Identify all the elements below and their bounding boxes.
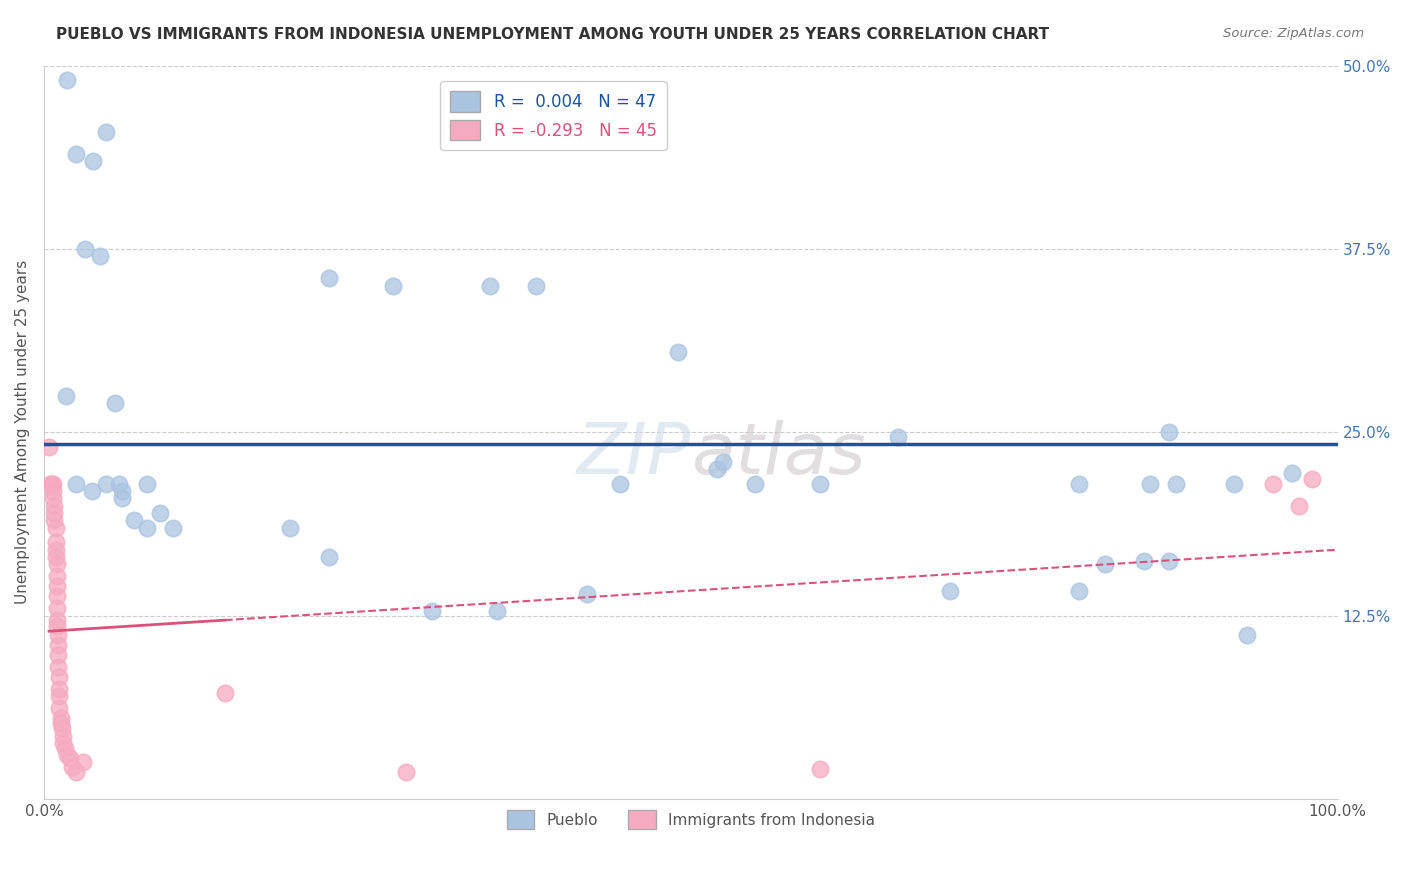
Point bbox=[44, 535, 66, 549]
Text: atlas: atlas bbox=[690, 420, 865, 489]
Point bbox=[55, 388, 77, 402]
Point bbox=[60, 759, 83, 773]
Point bbox=[46, 638, 69, 652]
Point bbox=[524, 278, 547, 293]
Point bbox=[711, 454, 734, 468]
Point bbox=[1159, 425, 1181, 440]
Point bbox=[41, 476, 63, 491]
Point bbox=[1164, 476, 1187, 491]
Legend: Pueblo, Immigrants from Indonesia: Pueblo, Immigrants from Indonesia bbox=[501, 805, 882, 835]
Point bbox=[382, 278, 405, 293]
Point bbox=[278, 520, 301, 534]
Point bbox=[42, 476, 65, 491]
Point bbox=[46, 627, 69, 641]
Point bbox=[49, 711, 72, 725]
Point bbox=[1159, 554, 1181, 568]
Point bbox=[45, 590, 67, 604]
Point bbox=[75, 242, 97, 256]
Point bbox=[39, 476, 62, 491]
Point bbox=[1223, 476, 1246, 491]
Point bbox=[576, 586, 599, 600]
Point bbox=[1132, 554, 1154, 568]
Point bbox=[149, 506, 172, 520]
Point bbox=[48, 701, 70, 715]
Point bbox=[42, 483, 65, 498]
Point bbox=[395, 765, 418, 780]
Point bbox=[72, 755, 94, 769]
Point bbox=[42, 491, 65, 506]
Point bbox=[136, 476, 159, 491]
Point bbox=[48, 689, 70, 703]
Point bbox=[1301, 472, 1323, 486]
Text: ZIP: ZIP bbox=[576, 420, 690, 489]
Point bbox=[808, 763, 831, 777]
Point bbox=[110, 483, 132, 498]
Point bbox=[45, 613, 67, 627]
Point bbox=[420, 604, 443, 618]
Text: Source: ZipAtlas.com: Source: ZipAtlas.com bbox=[1223, 27, 1364, 40]
Point bbox=[82, 153, 104, 168]
Point bbox=[45, 601, 67, 615]
Point bbox=[56, 73, 79, 87]
Point bbox=[110, 491, 132, 506]
Point bbox=[318, 549, 340, 564]
Point bbox=[318, 271, 340, 285]
Point bbox=[51, 722, 73, 736]
Point bbox=[45, 619, 67, 633]
Point bbox=[706, 462, 728, 476]
Point bbox=[1288, 499, 1310, 513]
Point bbox=[44, 542, 66, 557]
Point bbox=[48, 670, 70, 684]
Point bbox=[44, 506, 66, 520]
Point bbox=[48, 681, 70, 696]
Point bbox=[46, 648, 69, 662]
Point bbox=[1139, 476, 1161, 491]
Point bbox=[214, 686, 236, 700]
Point bbox=[80, 483, 103, 498]
Point bbox=[46, 660, 69, 674]
Point bbox=[65, 146, 87, 161]
Point bbox=[44, 513, 66, 527]
Point bbox=[124, 513, 146, 527]
Point bbox=[1236, 627, 1258, 641]
Point bbox=[65, 476, 87, 491]
Point bbox=[38, 440, 60, 454]
Point bbox=[49, 715, 72, 730]
Point bbox=[104, 396, 127, 410]
Point bbox=[59, 751, 82, 765]
Point bbox=[887, 429, 910, 443]
Point bbox=[45, 579, 67, 593]
Point bbox=[1281, 467, 1303, 481]
Point bbox=[89, 249, 111, 263]
Point bbox=[666, 344, 689, 359]
Point bbox=[45, 558, 67, 572]
Point bbox=[94, 125, 117, 139]
Point bbox=[808, 476, 831, 491]
Point bbox=[938, 583, 960, 598]
Point bbox=[1094, 558, 1116, 572]
Y-axis label: Unemployment Among Youth under 25 years: Unemployment Among Youth under 25 years bbox=[15, 260, 30, 605]
Point bbox=[1261, 476, 1284, 491]
Text: PUEBLO VS IMMIGRANTS FROM INDONESIA UNEMPLOYMENT AMONG YOUTH UNDER 25 YEARS CORR: PUEBLO VS IMMIGRANTS FROM INDONESIA UNEM… bbox=[56, 27, 1049, 42]
Point bbox=[56, 747, 79, 762]
Point bbox=[65, 765, 87, 780]
Point bbox=[45, 569, 67, 583]
Point bbox=[1067, 583, 1090, 598]
Point bbox=[44, 520, 66, 534]
Point bbox=[162, 520, 184, 534]
Point bbox=[44, 499, 66, 513]
Point bbox=[108, 476, 131, 491]
Point bbox=[744, 476, 766, 491]
Point bbox=[485, 604, 508, 618]
Point bbox=[44, 549, 66, 564]
Point bbox=[52, 729, 75, 743]
Point bbox=[136, 520, 159, 534]
Point bbox=[1067, 476, 1090, 491]
Point bbox=[94, 476, 117, 491]
Point bbox=[479, 278, 502, 293]
Point bbox=[53, 740, 76, 755]
Point bbox=[52, 736, 75, 750]
Point bbox=[609, 476, 631, 491]
